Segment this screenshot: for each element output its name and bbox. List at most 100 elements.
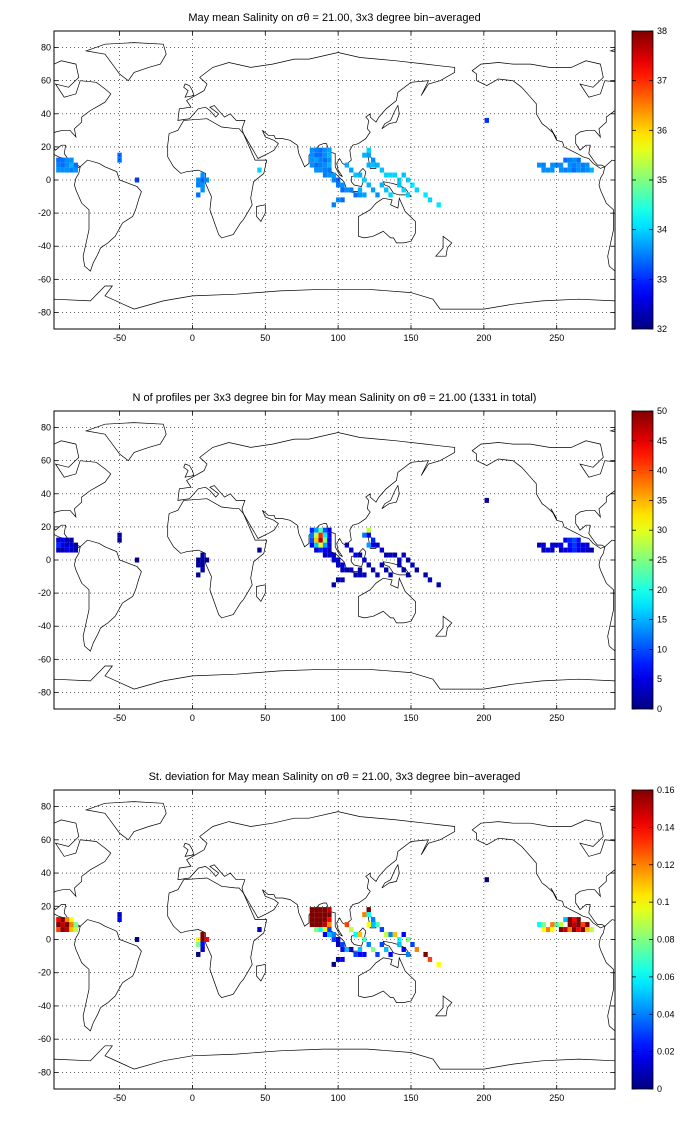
bin-cell [322, 907, 328, 913]
bin-cell [388, 552, 393, 558]
bin-cell [405, 557, 411, 563]
bin-cell [318, 157, 323, 163]
bin-cell [558, 922, 564, 928]
bin-cell [423, 951, 428, 957]
coastline-antarctica [54, 1045, 615, 1089]
bin-cell [572, 542, 577, 548]
y-tick-label: 40 [41, 868, 51, 878]
bin-cell [331, 172, 336, 178]
bin-cell [322, 532, 328, 538]
bin-cell [554, 162, 559, 168]
coastline-eurasia [177, 432, 456, 558]
bin-cell [335, 956, 341, 962]
coastline-madagascar [256, 963, 266, 982]
bin-cell [318, 167, 323, 173]
bin-cell [340, 182, 345, 188]
chart-panel: -50 0 50 100 150 200 250-80-60-40-20020406080N… [38, 392, 667, 723]
bin-cell [318, 162, 323, 168]
bin-cell [370, 946, 376, 952]
bin-cell [60, 547, 65, 553]
colorbar-tick-label: 20 [657, 585, 667, 595]
bin-cell [366, 147, 371, 153]
bin-cell [554, 922, 559, 928]
bin-cell [200, 187, 205, 193]
bin-cell [484, 877, 489, 883]
bin-cell [370, 917, 376, 923]
bin-cell [550, 547, 555, 553]
bin-cell [379, 182, 385, 188]
bin-cell [362, 951, 367, 957]
bin-cell [401, 552, 406, 558]
coastline-africa [167, 877, 268, 998]
bin-cell [366, 912, 371, 918]
bin-cell [60, 162, 65, 168]
bin-cell [370, 922, 376, 928]
coastline-south-america [598, 539, 615, 652]
x-tick-label: 0 [190, 713, 195, 723]
bin-cell [331, 961, 336, 967]
bin-cell [366, 562, 371, 568]
bin-cell [576, 537, 581, 543]
bin-cell [56, 537, 61, 543]
coastline-south-america [74, 919, 142, 1032]
bin-cell [379, 562, 385, 568]
bin-cell [362, 937, 367, 942]
bin-cell [314, 542, 319, 548]
bin-cell [318, 917, 323, 923]
y-tick-label: -20 [38, 968, 51, 978]
bin-cell [322, 527, 328, 533]
bin-cell [436, 582, 441, 588]
coastline-south-america [74, 539, 142, 652]
bin-cell [375, 922, 380, 928]
coastline-britain [183, 83, 195, 98]
bin-cell [69, 542, 74, 548]
chart-panel: -50 0 50 100 150 200 250 -80 -60 -40 -20 0 20 40 60 80 S… [38, 771, 675, 1103]
bin-cell [331, 202, 336, 208]
bin-cell [314, 152, 319, 158]
colorbar-tick-label: 0.12 [657, 860, 675, 870]
bin-cell [318, 547, 323, 553]
y-tick-label: 20 [41, 901, 51, 911]
y-tick-label: -80 [38, 687, 51, 697]
bin-cell [322, 917, 328, 923]
bin-cell [353, 572, 358, 578]
bin-cell [384, 187, 389, 193]
y-tick-label: 0 [46, 935, 51, 945]
bin-cell [73, 547, 79, 553]
bin-cell [314, 527, 319, 533]
bin-cell [423, 572, 428, 578]
colorbar-tick-label: 0 [657, 1084, 662, 1094]
y-tick-label: 0 [46, 175, 51, 185]
y-tick-label: 20 [41, 522, 51, 532]
colorbar-tick-label: 10 [657, 644, 667, 654]
bin-cell [327, 922, 332, 928]
bin-cell [322, 547, 328, 553]
bin-cell [309, 152, 315, 158]
coastline-greenland [84, 801, 167, 841]
colorbar-tick-label: 0.04 [657, 1009, 675, 1019]
bin-cell [572, 547, 577, 553]
bin-cell [362, 572, 367, 578]
bin-cell [357, 951, 363, 957]
y-tick-label: 60 [41, 76, 51, 86]
x-tick-label: 150 [403, 333, 418, 343]
bin-cell [572, 157, 577, 163]
bin-cell [134, 557, 140, 563]
bin-cell [257, 927, 262, 933]
y-tick-label: -80 [38, 1067, 51, 1077]
bin-cell [314, 162, 319, 168]
chart-title: St. deviation for May mean Salinity on σ… [149, 771, 521, 783]
bin-cell [392, 552, 398, 558]
bin-cell [309, 162, 315, 168]
bin-cell [585, 547, 590, 553]
bin-cell [327, 542, 332, 548]
bin-cell [427, 956, 433, 962]
x-tick-label: 250 [549, 1093, 564, 1103]
bin-cell [318, 152, 323, 158]
bin-cell [366, 941, 371, 947]
bin-cell [541, 162, 546, 168]
bin-cell [580, 547, 586, 553]
bin-cell [69, 922, 74, 928]
bin-cell [318, 922, 323, 928]
